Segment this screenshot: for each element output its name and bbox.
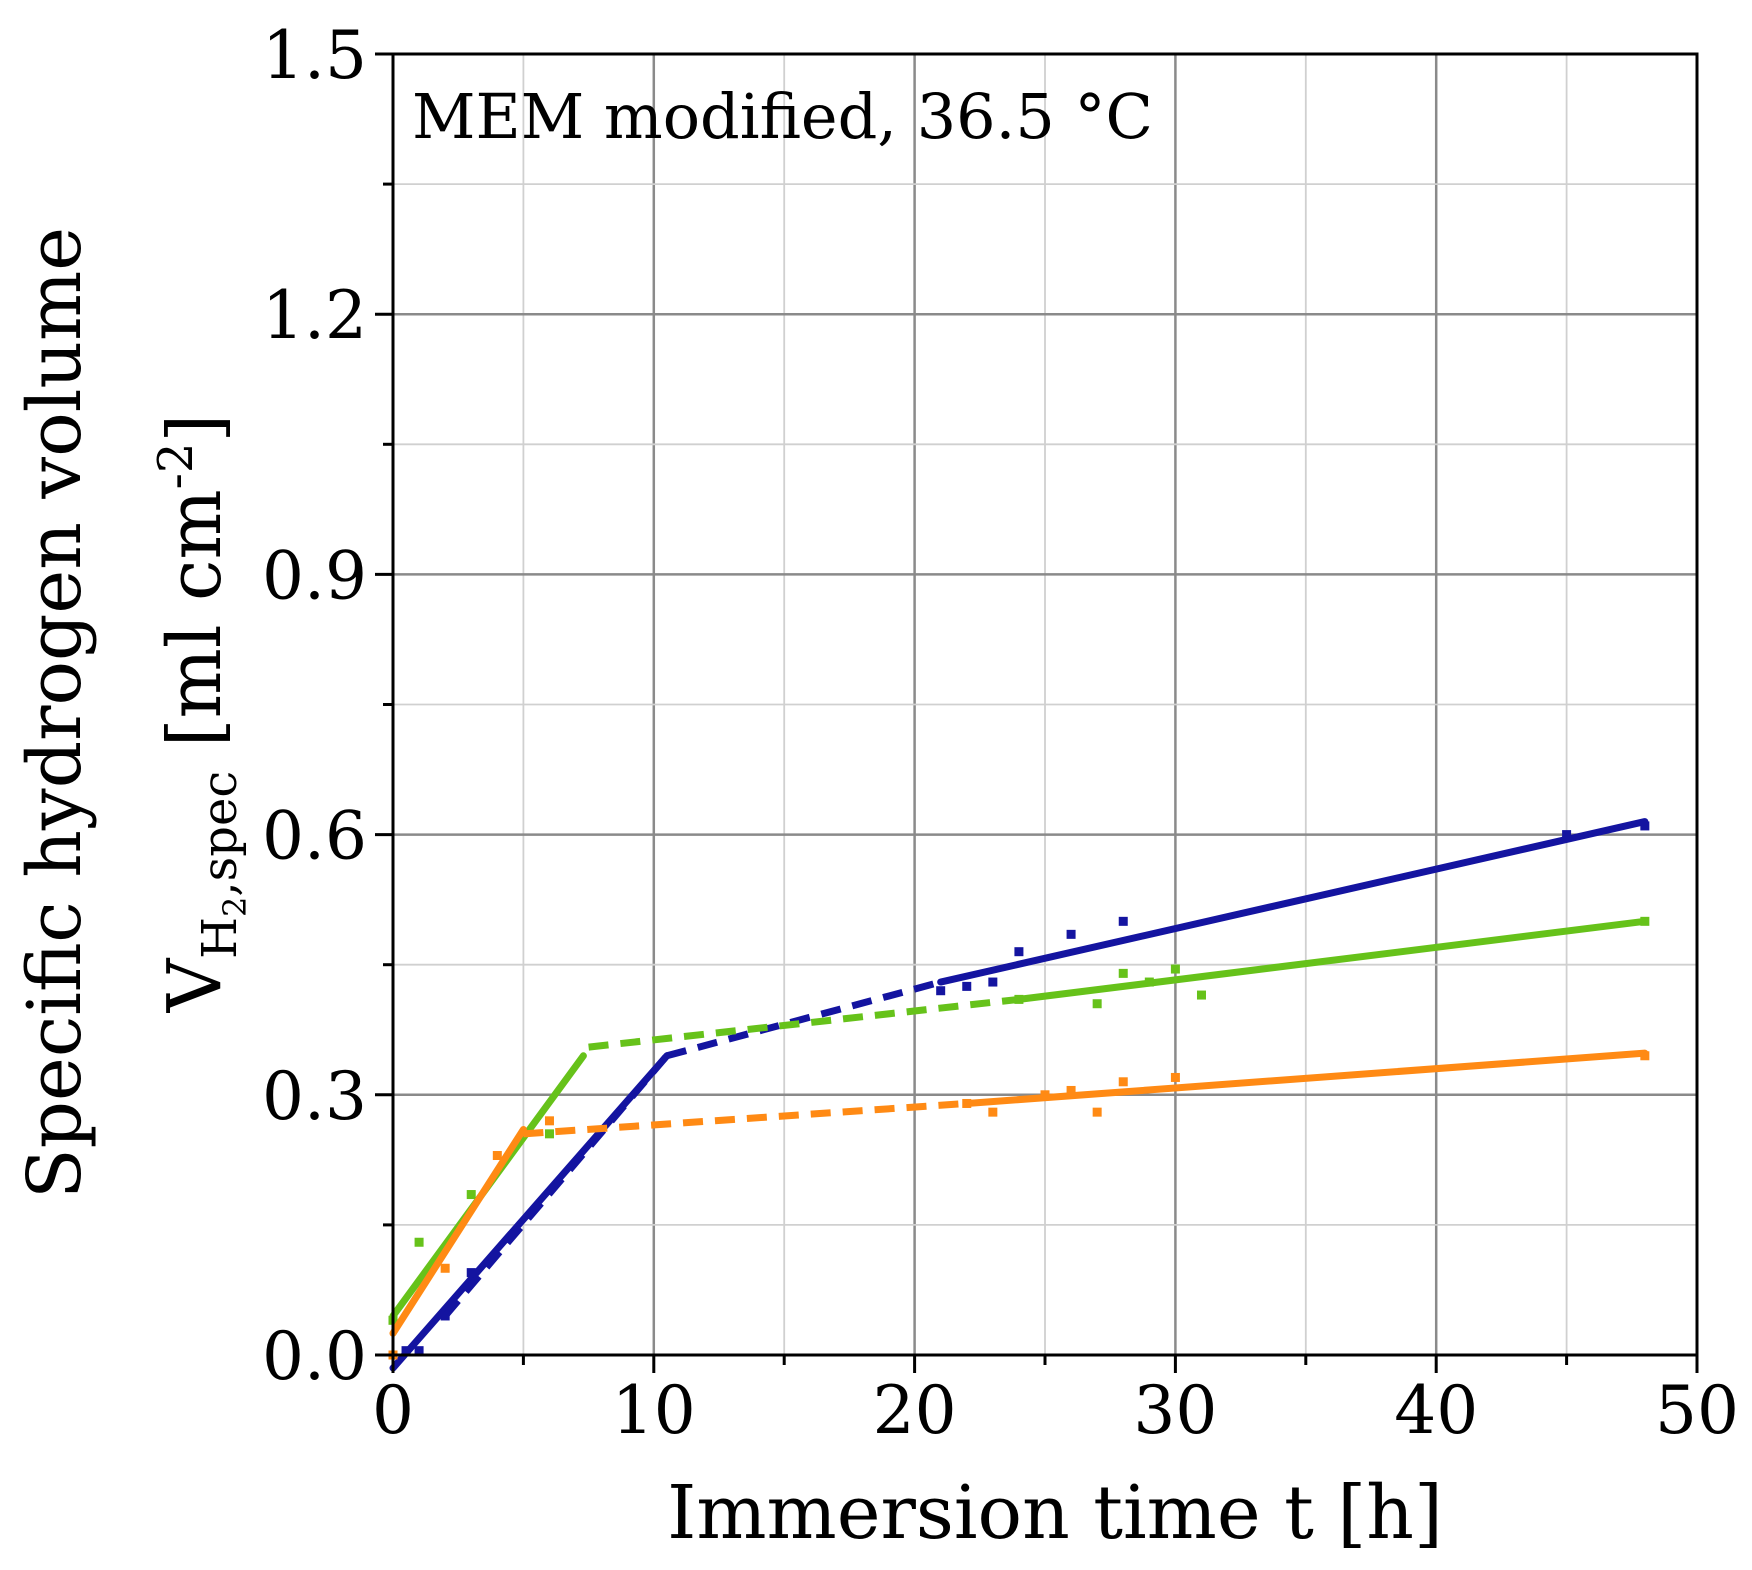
- series-blue-point: [1640, 821, 1650, 831]
- series-green-point: [414, 1237, 424, 1247]
- y-tick-label: 0.0: [262, 1318, 367, 1395]
- series-orange-point: [440, 1263, 450, 1273]
- series-green-point: [544, 1129, 554, 1139]
- series-orange-solid-line: [963, 1049, 1649, 1107]
- x-tick-label: 50: [1655, 1372, 1739, 1449]
- x-tick-label: 0: [372, 1372, 414, 1449]
- series-blue-point: [1562, 830, 1572, 840]
- series-blue: [389, 818, 1650, 1372]
- x-tick-label: 30: [1133, 1372, 1217, 1449]
- series-blue-point: [1118, 916, 1128, 926]
- y-axis-label-line1: Specific hydrogen volume: [12, 227, 98, 1199]
- series-orange-point: [1640, 1051, 1650, 1061]
- series-layer: [388, 818, 1650, 1372]
- series-blue-point: [1066, 929, 1076, 939]
- series-blue-point: [414, 1346, 424, 1356]
- ylabel-unit-close: ]: [152, 414, 238, 443]
- series-orange-point: [1040, 1090, 1050, 1100]
- series-orange-solid-line: [389, 1125, 527, 1337]
- series-green: [388, 916, 1650, 1325]
- y-axis-label-2: VH2,spec [ml cm-2]: [148, 414, 254, 1014]
- series-orange-point: [988, 1107, 998, 1117]
- x-tick-label: 20: [873, 1372, 957, 1449]
- y-tick-label: 1.5: [262, 17, 367, 94]
- ylabel-v: V: [152, 957, 238, 1013]
- series-green-point: [1144, 977, 1154, 987]
- y-tick-label: 0.6: [262, 798, 367, 875]
- series-green-point: [1196, 990, 1206, 1000]
- tick-layer: 0 10 20 30 40 50 0.0 0.3 0.6 0.9 1.2 1.5: [262, 17, 1739, 1449]
- series-orange-point: [1066, 1085, 1076, 1095]
- series-blue-point: [401, 1346, 411, 1356]
- x-tick-label: 40: [1394, 1372, 1478, 1449]
- grid-layer: [391, 52, 1699, 1357]
- ylabel-unit-open: [ml cm: [152, 489, 238, 770]
- series-blue-dashed-line: [442, 1053, 670, 1319]
- y-tick-label: 1.2: [262, 277, 367, 354]
- series-orange-point: [492, 1151, 502, 1161]
- x-tick-label: 10: [612, 1372, 696, 1449]
- series-blue-point: [440, 1311, 450, 1321]
- x-axis-label: Immersion time t [h]: [667, 1470, 1443, 1556]
- chart-annotation: MEM modified, 36.5 °C: [412, 80, 1153, 153]
- ylabel-h: H: [192, 917, 248, 959]
- series-green-point: [1118, 968, 1128, 978]
- series-green-point: [1170, 964, 1180, 974]
- series-blue-point: [988, 977, 998, 987]
- y-axis-label-line2: VH2,spec [ml cm-2]: [148, 414, 254, 1014]
- y-tick-label: 0.3: [262, 1058, 367, 1135]
- series-blue-point: [466, 1268, 476, 1278]
- series-blue-solid-line: [937, 818, 1649, 986]
- series-orange-point: [1118, 1077, 1128, 1087]
- series-orange-point: [1170, 1072, 1180, 1082]
- ylabel-spec: ,spec: [192, 771, 248, 897]
- series-green-solid-line: [1015, 917, 1649, 1003]
- series-green-point: [466, 1190, 476, 1200]
- series-orange-point: [1092, 1107, 1102, 1117]
- series-orange-dashed-line: [523, 1099, 967, 1138]
- series-blue-point: [936, 986, 946, 996]
- series-green-point: [1092, 999, 1102, 1009]
- series-blue-point: [962, 981, 972, 991]
- series-green-point: [1014, 994, 1024, 1004]
- series-blue-point: [1014, 947, 1024, 957]
- ylabel-sub2: 2: [216, 897, 254, 917]
- series-green-point: [1640, 916, 1650, 926]
- y-axis-label: Specific hydrogen volume: [12, 227, 98, 1199]
- series-green-dashed-line: [588, 995, 1020, 1051]
- series-blue-dashed-line: [665, 978, 942, 1060]
- series-orange-point: [544, 1116, 554, 1126]
- series-orange-point: [962, 1098, 972, 1108]
- ylabel-unit-exp: -2: [148, 443, 204, 490]
- y-tick-label: 0.9: [262, 537, 367, 614]
- series-orange: [388, 1049, 1650, 1360]
